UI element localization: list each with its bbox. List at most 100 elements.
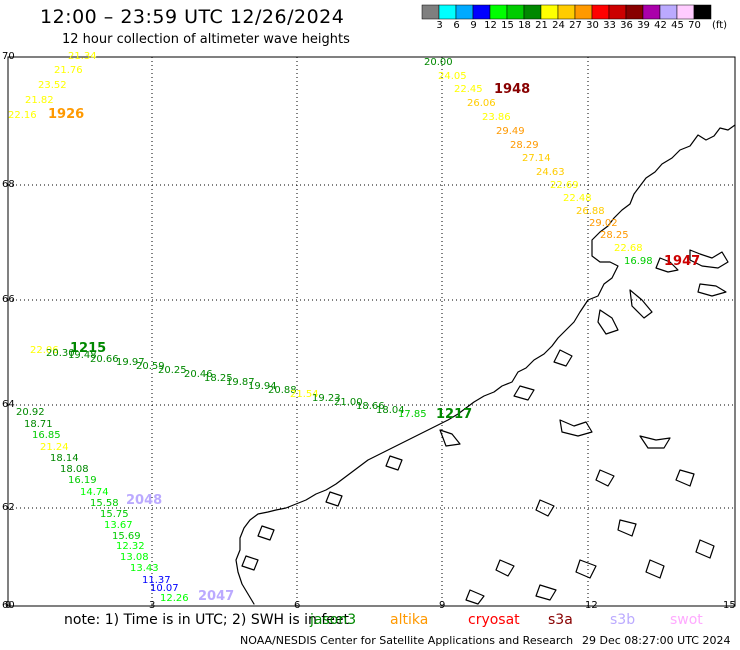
colorbar-tick-label: 45 <box>671 20 684 31</box>
coastline-main <box>235 124 736 605</box>
longitude-label: 15 <box>723 600 736 611</box>
longitude-label: 0 <box>5 600 12 611</box>
colorbar-tick-label: 15 <box>501 20 514 31</box>
wave-height-value: 18.14 <box>50 453 79 464</box>
colorbar-tick-label: 9 <box>470 20 477 31</box>
lake-9 <box>645 559 665 579</box>
wave-height-value: 22.68 <box>614 243 643 254</box>
wave-height-value: 18.04 <box>376 405 405 416</box>
wave-height-value: 20.92 <box>16 407 45 418</box>
colorbar <box>421 4 712 20</box>
lake-3 <box>595 469 615 487</box>
island-2 <box>655 257 679 273</box>
island-5 <box>597 309 619 335</box>
colorbar-tick-label: 42 <box>654 20 667 31</box>
wave-height-value: 12.32 <box>116 541 145 552</box>
map-title: 12:00 – 23:59 UTC 12/26/2024 <box>40 6 345 28</box>
wave-height-value: 16.98 <box>624 256 653 267</box>
island-12 <box>241 555 259 571</box>
generated-timestamp: 29 Dec 08:27:00 UTC 2024 <box>582 634 731 647</box>
wave-height-value: 19.48 <box>68 350 97 361</box>
colorbar-tick-label: 12 <box>484 20 497 31</box>
wave-height-value: 22.69 <box>550 180 579 191</box>
wave-height-value: 28.29 <box>510 140 539 151</box>
wave-height-value: 21.34 <box>68 51 97 62</box>
wave-height-value: 13.67 <box>104 520 133 531</box>
legend-jason3: jason3 <box>310 612 357 628</box>
wave-height-value: 22.48 <box>563 193 592 204</box>
legend-cryosat: cryosat <box>468 612 520 628</box>
wave-height-value: 26.06 <box>467 98 496 109</box>
wave-height-value: 19.97 <box>116 357 145 368</box>
colorbar-unit: (ft) <box>712 20 728 31</box>
wave-height-value: 20.25 <box>158 365 187 376</box>
lake-11 <box>465 589 485 605</box>
lake-10 <box>695 539 715 559</box>
wave-height-value: 10.07 <box>150 583 179 594</box>
island-7 <box>513 385 535 401</box>
latitude-label: 64 <box>2 399 15 410</box>
longitude-label: 12 <box>585 600 598 611</box>
wave-height-value: 18.08 <box>60 464 89 475</box>
wave-height-value: 15.69 <box>112 531 141 542</box>
wave-height-value: 13.43 <box>130 563 159 574</box>
coastline-norway <box>235 124 736 605</box>
wave-height-value: 21.00 <box>334 397 363 408</box>
colorbar-tick-label: 39 <box>637 20 650 31</box>
wave-height-value: 22.45 <box>454 84 483 95</box>
legend-altika: altika <box>390 612 429 628</box>
legend-s3b: s3b <box>610 612 636 628</box>
wave-height-value: 19.94 <box>248 381 277 392</box>
wave-height-value: 26.88 <box>576 206 605 217</box>
island-4 <box>629 289 653 319</box>
island-11 <box>257 525 275 541</box>
wave-height-value: 29.02 <box>589 218 618 229</box>
island-10 <box>325 491 343 507</box>
pass-time-label: 1215 <box>70 341 107 356</box>
wave-height-value: 20.30 <box>46 348 75 359</box>
wave-height-value: 14.74 <box>80 487 109 498</box>
wave-height-value: 24.05 <box>438 71 467 82</box>
colorbar-tick-label: 21 <box>535 20 548 31</box>
wave-height-value: 22.06 <box>30 345 59 356</box>
map-frame <box>7 56 736 607</box>
colorbar-tick-label: 27 <box>569 20 582 31</box>
colorbar-tick-label: 36 <box>620 20 633 31</box>
island-1 <box>689 249 729 269</box>
latitude-label: 70 <box>2 51 15 62</box>
latitude-label: 68 <box>2 179 15 190</box>
colorbar-tick-label: 33 <box>603 20 616 31</box>
wave-height-value: 18.71 <box>24 419 53 430</box>
wave-height-value: 23.52 <box>38 80 67 91</box>
lake-5 <box>535 499 555 517</box>
lake-2 <box>639 435 671 449</box>
wave-height-value: 18.66 <box>356 401 385 412</box>
colorbar-tick-label: 30 <box>586 20 599 31</box>
colorbar-tick-label: 70 <box>688 20 701 31</box>
longitude-label: 9 <box>439 600 446 611</box>
footer-note: note: 1) Time is in UTC; 2) SWH is in fe… <box>64 612 350 628</box>
wave-height-value: 16.85 <box>32 430 61 441</box>
lake-4 <box>675 469 695 487</box>
wave-height-value: 19.23 <box>312 393 341 404</box>
pass-time-label: 1947 <box>664 254 701 269</box>
colorbar-tick-label: 24 <box>552 20 565 31</box>
wave-height-value: 21.24 <box>40 442 69 453</box>
wave-height-value: 28.25 <box>600 230 629 241</box>
wave-height-value: 15.58 <box>90 498 119 509</box>
longitude-label: 3 <box>149 600 156 611</box>
wave-height-value: 15.75 <box>100 509 129 520</box>
wave-height-value: 27.14 <box>522 153 551 164</box>
island-8 <box>439 429 461 447</box>
wave-height-value: 21.76 <box>54 65 83 76</box>
wave-height-value: 20.00 <box>424 57 453 68</box>
lake-12 <box>535 584 557 601</box>
wave-height-value: 21.54 <box>290 389 319 400</box>
latitude-label: 62 <box>2 502 15 513</box>
longitude-label: 6 <box>294 600 301 611</box>
wave-height-value: 13.08 <box>120 552 149 563</box>
legend-s3a: s3a <box>548 612 573 628</box>
wave-height-value: 11.37 <box>142 575 171 586</box>
